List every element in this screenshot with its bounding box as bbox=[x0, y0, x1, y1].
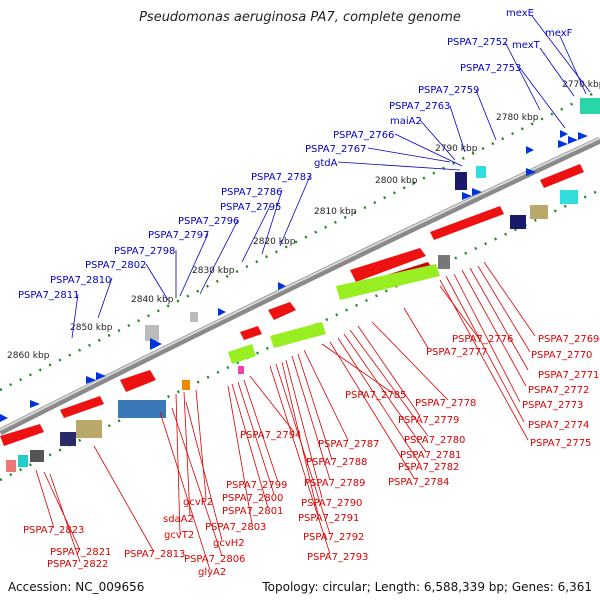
gene-label: PSPA7_2787 bbox=[318, 439, 379, 450]
topology-text: Topology: circular; Length: 6,588,339 bp… bbox=[262, 580, 592, 594]
gene-label: gcvT2 bbox=[164, 530, 194, 541]
gene-label: PSPA7_2786 bbox=[221, 187, 282, 198]
gene-label: PSPA7_2798 bbox=[114, 246, 175, 257]
top-gene-labels: mexE mexF mexT PSPA7_2752 PSPA7_2753 PSP… bbox=[18, 8, 573, 301]
gene-label: gtdA bbox=[314, 158, 338, 169]
gene-label: PSPA7_2770 bbox=[531, 350, 592, 361]
gene-label: PSPA7_2823 bbox=[23, 525, 84, 536]
forward-strand-features bbox=[0, 98, 600, 472]
gene-label: PSPA7_2766 bbox=[333, 130, 394, 141]
gene-label: PSPA7_2791 bbox=[298, 513, 359, 524]
accession-text: Accession: NC_009656 bbox=[8, 580, 145, 594]
gene-label: PSPA7_2822 bbox=[47, 559, 108, 570]
gene-label: PSPA7_2800 bbox=[222, 493, 283, 504]
gene-label: mexE bbox=[506, 8, 534, 19]
gene-label: mexF bbox=[545, 28, 573, 39]
gene-label: PSPA7_2801 bbox=[222, 506, 283, 517]
gene-label: PSPA7_2790 bbox=[301, 498, 362, 509]
kbp-tick-label: 2810 kbp bbox=[314, 207, 357, 217]
gene-label: PSPA7_2799 bbox=[226, 480, 287, 491]
gene-label: PSPA7_2777 bbox=[426, 347, 487, 358]
gene-label: glyA2 bbox=[198, 567, 226, 578]
gene-label: PSPA7_2772 bbox=[528, 385, 589, 396]
gene-label: PSPA7_2774 bbox=[528, 420, 589, 431]
gene-label: PSPA7_2771 bbox=[538, 370, 599, 381]
bottom-gene-labels: PSPA7_2769 PSPA7_2770 PSPA7_2771 PSPA7_2… bbox=[23, 334, 599, 578]
gene-label: PSPA7_2793 bbox=[307, 552, 368, 563]
gene-label: PSPA7_2784 bbox=[388, 477, 449, 488]
gene-label: sdaA2 bbox=[163, 514, 194, 525]
gene-label: PSPA7_2810 bbox=[50, 275, 111, 286]
gene-label: PSPA7_2803 bbox=[205, 522, 266, 533]
genome-backbone bbox=[0, 136, 600, 436]
gene-label: PSPA7_2773 bbox=[522, 400, 583, 411]
gene-label: PSPA7_2792 bbox=[303, 532, 364, 543]
gene-label: PSPA7_2775 bbox=[530, 438, 591, 449]
gene-label: gcvH2 bbox=[213, 538, 245, 549]
gene-label: PSPA7_2821 bbox=[50, 547, 111, 558]
gene-label: mexT bbox=[512, 40, 541, 51]
gene-label: PSPA7_2783 bbox=[251, 172, 312, 183]
kbp-tick-label: 2840 kbp bbox=[131, 295, 174, 305]
gene-label: PSPA7_2763 bbox=[389, 101, 450, 112]
gene-label: PSPA7_2778 bbox=[415, 398, 476, 409]
bottom-leader-lines bbox=[35, 261, 536, 571]
tick-ring-inner bbox=[0, 188, 600, 482]
gene-label: PSPA7_2767 bbox=[305, 144, 366, 155]
kbp-tick-label: 2860 kbp bbox=[7, 351, 50, 361]
top-leader-lines bbox=[71, 15, 591, 339]
kbp-tick-label: 2790 kbp bbox=[435, 144, 478, 154]
kbp-tick-label: 2820 kbp bbox=[253, 237, 296, 247]
kbp-tick-label: 2780 kbp bbox=[496, 113, 539, 123]
blue-arrow-features bbox=[0, 130, 588, 422]
gene-label: PSPA7_2785 bbox=[345, 390, 406, 401]
gene-label: PSPA7_2802 bbox=[85, 260, 146, 271]
kbp-tick-label: 2830 kbp bbox=[192, 266, 235, 276]
gene-label: PSPA7_2806 bbox=[184, 554, 245, 565]
kbp-tick-label: 2770 kbp bbox=[562, 80, 600, 90]
map-title: Pseudomonas aeruginosa PA7, complete gen… bbox=[139, 10, 461, 25]
tick-ring-outer bbox=[0, 88, 600, 392]
gene-label: PSPA7_2776 bbox=[452, 334, 513, 345]
gene-label: PSPA7_2759 bbox=[418, 85, 479, 96]
kbp-tick-label: 2850 kbp bbox=[70, 323, 113, 333]
gene-label: PSPA7_2788 bbox=[306, 457, 367, 468]
gene-label: PSPA7_2789 bbox=[304, 478, 365, 489]
gene-label: PSPA7_2780 bbox=[404, 435, 465, 446]
gene-label: PSPA7_2779 bbox=[398, 415, 459, 426]
gene-label: PSPA7_2797 bbox=[148, 230, 209, 241]
gene-label: PSPA7_2796 bbox=[178, 216, 239, 227]
gene-label: PSPA7_2782 bbox=[398, 462, 459, 473]
kbp-tick-label: 2800 kbp bbox=[375, 176, 418, 186]
gene-label: PSPA7_2753 bbox=[460, 63, 521, 74]
kbp-tick-labels: 2770 kbp 2780 kbp 2790 kbp 2800 kbp 2810… bbox=[7, 80, 600, 361]
gene-label: PSPA7_2794 bbox=[240, 430, 301, 441]
gene-label: PSPA7_2813 bbox=[124, 549, 185, 560]
gene-label: PSPA7_2781 bbox=[400, 450, 461, 461]
gene-label: PSPA7_2769 bbox=[538, 334, 599, 345]
gene-label: PSPA7_2752 bbox=[447, 37, 508, 48]
reverse-strand-features bbox=[228, 255, 450, 374]
gene-label: PSPA7_2795 bbox=[220, 202, 281, 213]
gene-label: gcvP2 bbox=[183, 497, 213, 508]
gene-label: maiA2 bbox=[390, 116, 422, 127]
gene-label: PSPA7_2811 bbox=[18, 290, 79, 301]
